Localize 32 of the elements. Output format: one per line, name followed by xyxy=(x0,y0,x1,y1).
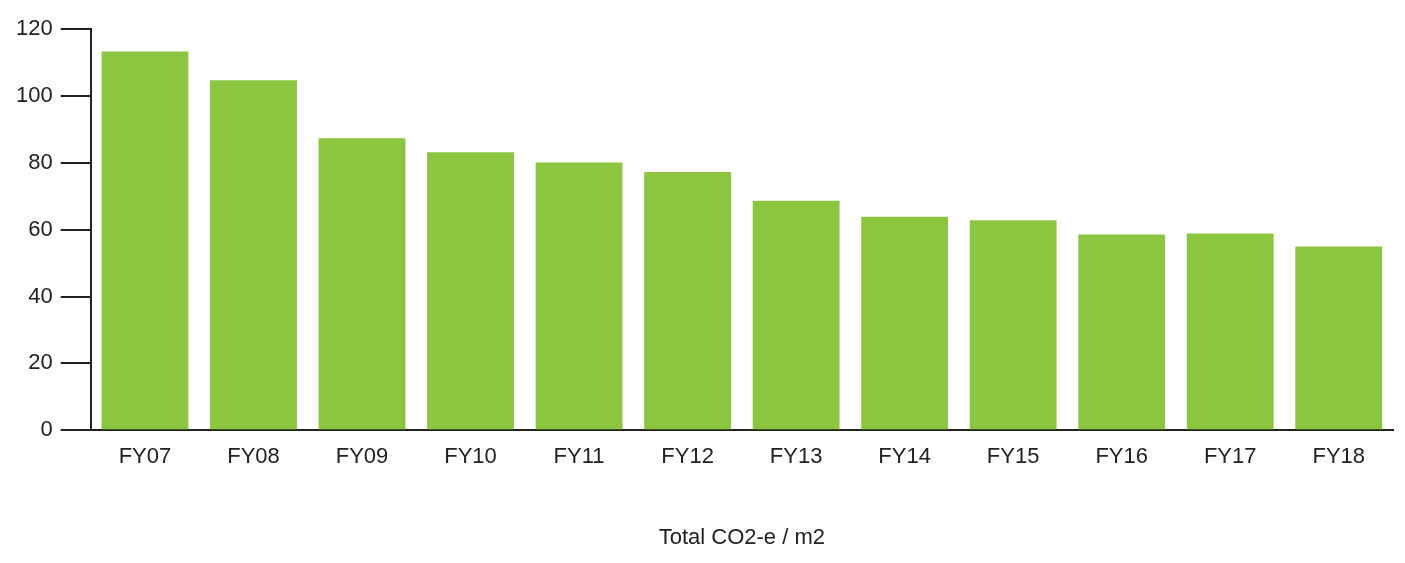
bar xyxy=(535,162,623,430)
y-tick-label: 120 xyxy=(15,15,53,41)
x-tick-label: FY13 xyxy=(769,443,823,469)
x-tick-label: FY07 xyxy=(118,443,172,469)
x-tick-label: FY08 xyxy=(227,443,280,469)
x-tick-label: FY09 xyxy=(335,443,389,469)
bar xyxy=(1295,246,1383,430)
y-tick-label: 0 xyxy=(40,416,53,442)
y-tick-label: 80 xyxy=(28,148,53,174)
bar xyxy=(210,80,297,430)
x-tick-label: FY12 xyxy=(661,443,714,469)
x-tick-label: FY11 xyxy=(553,443,605,469)
bar xyxy=(1078,234,1166,430)
x-axis-title: Total CO2-e / m2 xyxy=(658,523,825,549)
x-tick-label: FY10 xyxy=(444,443,497,469)
bar xyxy=(318,138,406,430)
x-tick-label: FY18 xyxy=(1312,443,1366,469)
bar xyxy=(752,200,840,430)
y-tick-label: 60 xyxy=(28,215,53,241)
bar xyxy=(644,171,731,430)
x-tick-label: FY14 xyxy=(878,443,931,469)
x-tick-label: FY17 xyxy=(1203,443,1257,469)
x-tick-label: FY16 xyxy=(1095,443,1148,469)
bar xyxy=(427,152,514,430)
bar xyxy=(1186,233,1274,430)
y-tick-label: 20 xyxy=(28,349,53,375)
y-tick-label: 100 xyxy=(15,82,53,108)
bar xyxy=(861,216,949,430)
bar xyxy=(101,51,189,430)
bar xyxy=(969,220,1057,430)
y-tick-label: 40 xyxy=(28,282,53,308)
x-tick-label: FY15 xyxy=(986,443,1040,469)
